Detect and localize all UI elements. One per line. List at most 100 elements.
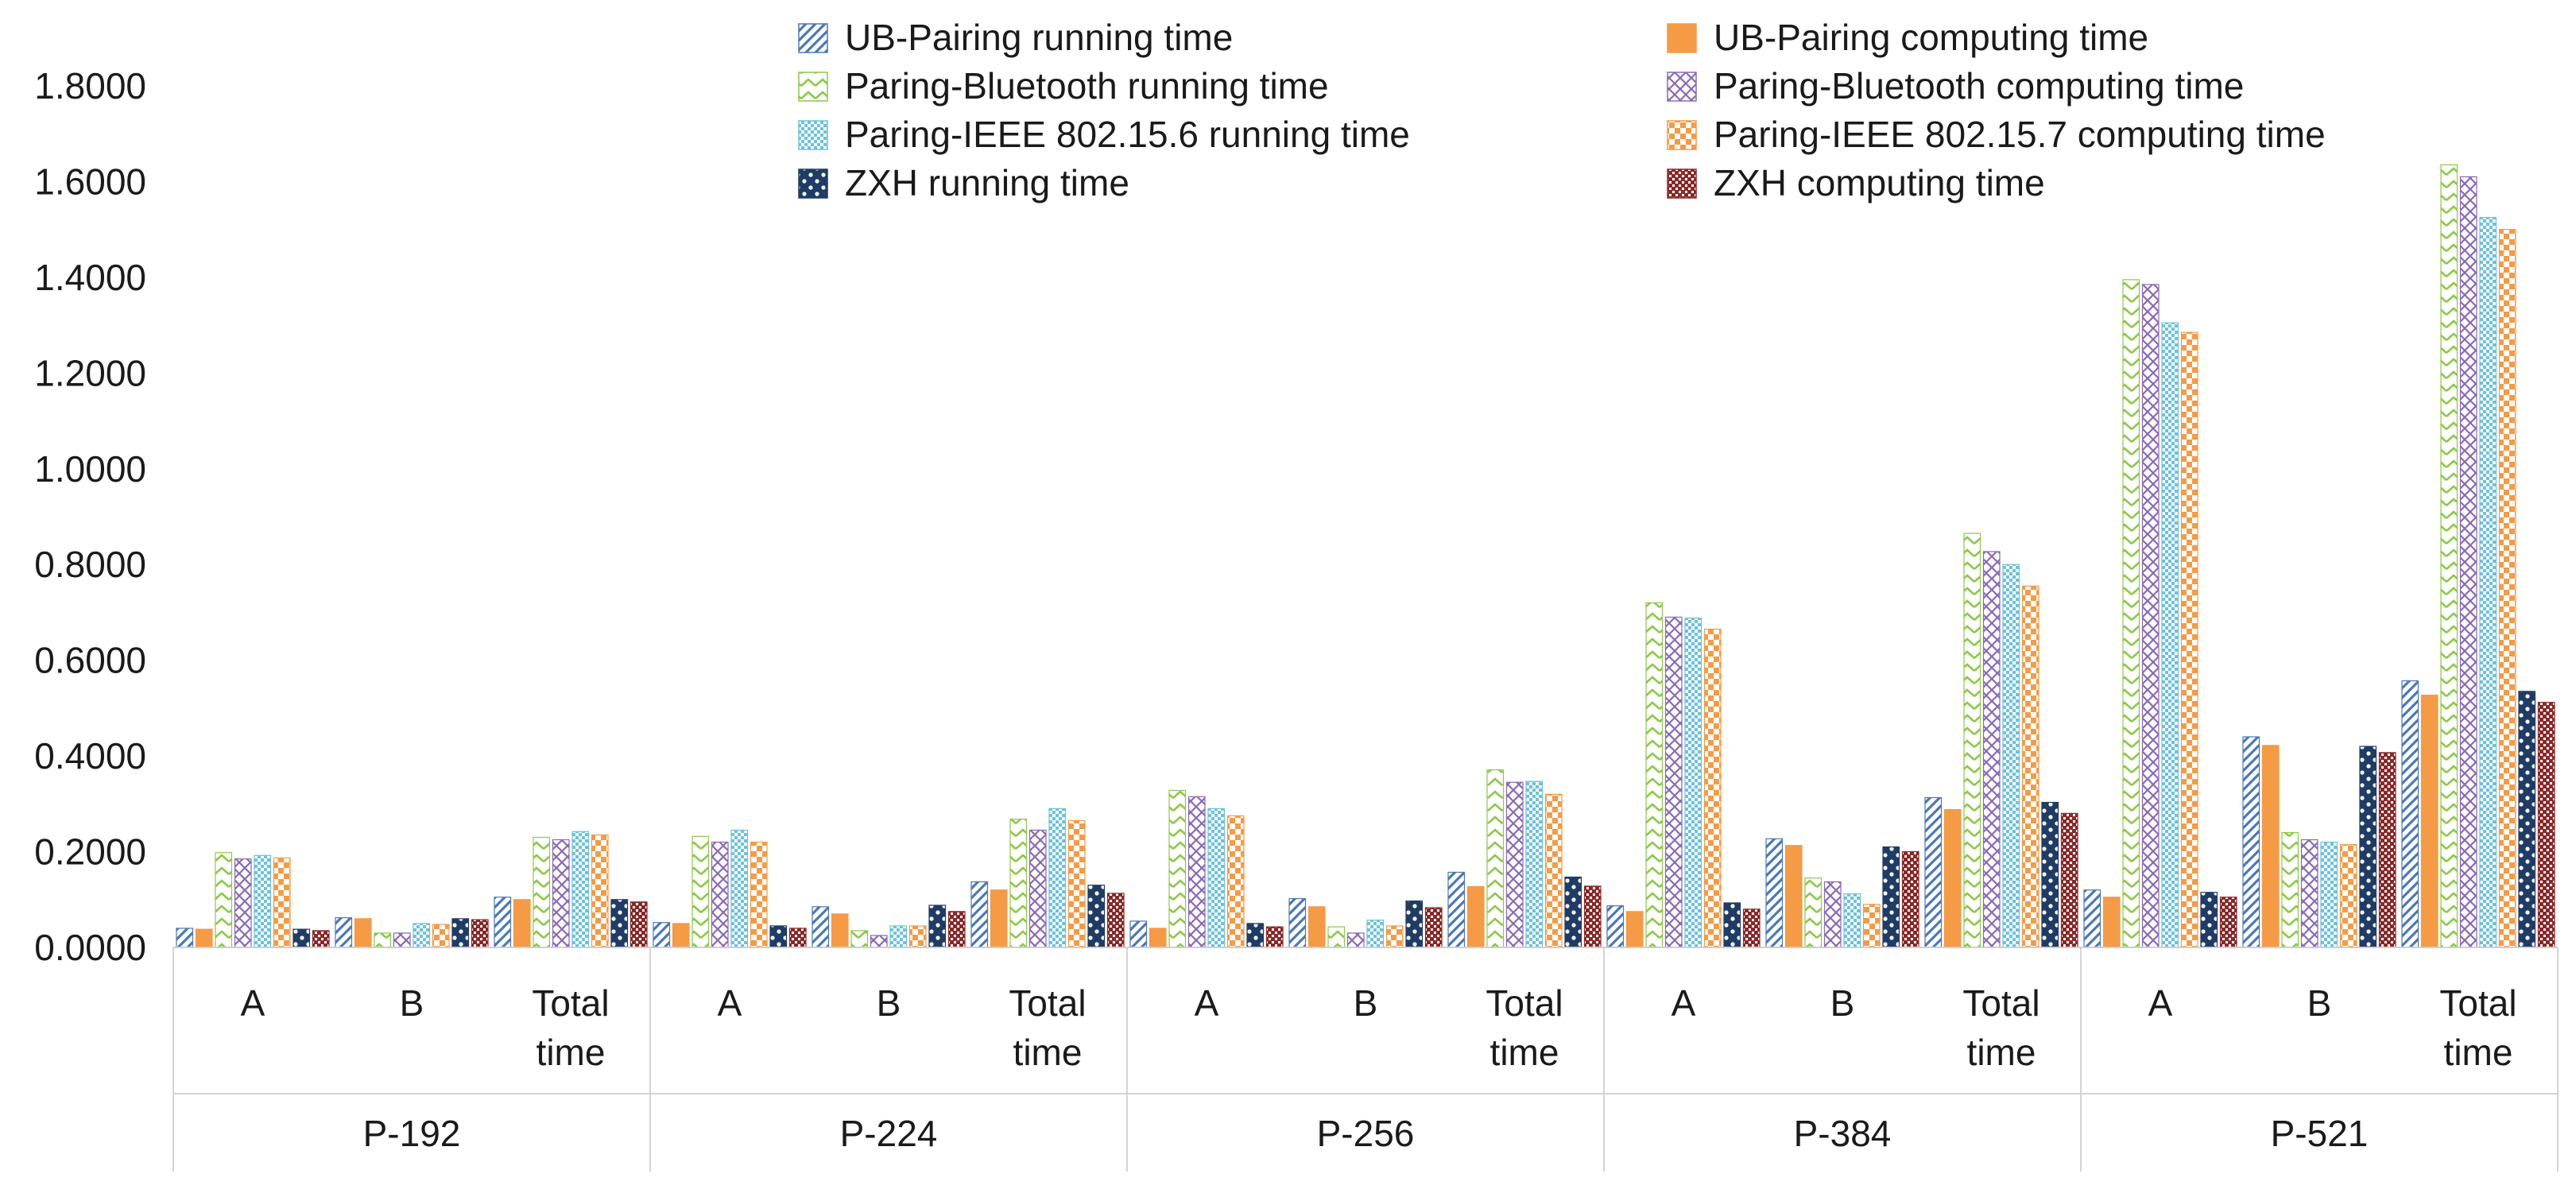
bar-ub-pairing-running-time-p-384-a [1606,905,1625,948]
bar-ub-pairing-computing-time-p-521-total-time [2420,695,2438,948]
x-subcategory-label: Total time [1486,982,1563,1073]
legend: UB-Pairing running time UB-Pairing comput… [798,17,2326,203]
bar-ub-pairing-running-time-p-521-b [2242,736,2260,948]
bar-ub-pairing-running-time-p-256-a [1129,920,1148,948]
y-tick-label: 1.8000 [34,65,146,107]
x-group-label: P-256 [1317,1113,1415,1154]
bar-zxh-running-time-p-192-a [292,928,311,948]
bar-paring-ieee-802-15-7-computing-time-p-192-a [273,857,291,948]
bar-zxh-running-time-p-384-total-time [2041,801,2059,948]
bar-zxh-running-time-p-384-a [1723,902,1741,948]
bar-paring-ieee-802-15-7-computing-time-p-521-b [2339,843,2357,948]
y-axis: 0.0000 0.2000 0.4000 0.6000 0.8000 1.0000 1.20… [34,65,146,968]
legend-swatch [1667,23,1697,53]
legend-item-zxh-running-time: ZXH running time [798,162,1129,203]
bar-zxh-running-time-p-384-b [1882,846,1900,948]
bar-ub-pairing-computing-time-p-256-a [1149,928,1167,948]
bar-zxh-computing-time-p-384-b [1901,850,1919,948]
y-tick-label: 1.2000 [34,352,146,393]
bar-paring-bluetooth-computing-time-p-384-total-time [1982,551,2001,948]
legend-swatch [1667,120,1697,150]
bar-paring-bluetooth-running-time-p-384-a [1645,602,1664,948]
bar-zxh-computing-time-p-521-b [2378,752,2396,948]
bar-paring-ieee-802-15-6-running-time-p-224-b [889,925,908,948]
bar-ub-pairing-running-time-p-256-total-time [1447,871,1466,948]
bar-zxh-computing-time-p-224-total-time [1106,893,1125,948]
bar-paring-bluetooth-running-time-p-521-total-time [2440,164,2458,948]
bar-ub-pairing-computing-time-p-192-total-time [513,899,531,948]
bar-zxh-computing-time-p-256-b [1424,907,1443,948]
bar-zxh-computing-time-p-521-total-time [2537,702,2555,948]
bar-paring-ieee-802-15-6-running-time-p-521-b [2320,841,2338,948]
bar-ub-pairing-running-time-p-224-a [653,922,671,948]
bar-paring-bluetooth-computing-time-p-521-a [2141,284,2160,948]
bar-ub-pairing-computing-time-p-256-total-time [1466,885,1485,948]
legend-swatch [798,72,828,102]
bar-zxh-computing-time-p-224-a [788,928,807,948]
legend-swatch [1667,169,1697,199]
bar-zxh-running-time-p-521-b [2359,746,2377,948]
bar-ub-pairing-computing-time-p-521-a [2102,897,2121,948]
legend-item-ub-pairing-computing-time: UB-Pairing computing time [1667,17,2148,58]
bar-paring-bluetooth-computing-time-p-224-a [711,841,729,948]
bar-paring-bluetooth-running-time-p-224-a [691,835,710,948]
bar-paring-ieee-802-15-6-running-time-p-224-a [730,829,749,948]
bar-paring-bluetooth-computing-time-p-521-total-time [2459,176,2477,948]
bar-paring-ieee-802-15-7-computing-time-p-192-b [432,924,450,948]
y-tick-label: 0.2000 [34,831,146,873]
bar-paring-ieee-802-15-7-computing-time-p-384-a [1703,628,1722,948]
bar-paring-ieee-802-15-6-running-time-p-224-total-time [1048,808,1067,948]
bar-paring-ieee-802-15-6-running-time-p-384-a [1684,618,1702,948]
bar-paring-ieee-802-15-7-computing-time-p-521-a [2180,331,2198,948]
bar-paring-ieee-802-15-6-running-time-p-192-total-time [571,831,590,948]
bar-paring-bluetooth-running-time-p-384-b [1804,877,1823,948]
bar-paring-bluetooth-computing-time-p-521-b [2300,839,2318,948]
bar-paring-ieee-802-15-6-running-time-p-256-b [1366,920,1385,948]
bar-paring-bluetooth-computing-time-p-192-total-time [552,839,570,948]
bar-paring-bluetooth-computing-time-p-192-b [393,932,411,948]
bar-ub-pairing-running-time-p-192-a [176,928,194,948]
legend-label: ZXH computing time [1714,162,2045,203]
y-tick-label: 0.6000 [34,640,146,681]
bar-paring-bluetooth-computing-time-p-256-total-time [1505,781,1524,948]
x-subcategory-label: B [877,982,901,1024]
y-tick-label: 1.0000 [34,448,146,490]
bar-paring-ieee-802-15-7-computing-time-p-384-total-time [2021,585,2039,948]
bar-zxh-running-time-p-256-a [1246,923,1265,948]
bar-paring-bluetooth-running-time-p-224-b [850,930,869,948]
bar-paring-ieee-802-15-6-running-time-p-192-a [254,854,272,948]
legend-swatch [798,169,828,199]
bar-paring-ieee-802-15-7-computing-time-p-384-b [1862,904,1881,948]
legend-label: ZXH running time [845,162,1129,203]
y-tick-label: 0.0000 [34,927,146,968]
x-group-label: P-192 [363,1113,461,1154]
legend-item-paring-bluetooth-running-time: Paring-Bluetooth running time [798,65,1329,107]
bar-ub-pairing-running-time-p-384-b [1765,838,1784,948]
bar-zxh-computing-time-p-384-a [1742,908,1761,948]
bar-zxh-running-time-p-224-b [928,905,947,948]
bar-ub-pairing-computing-time-p-224-b [831,913,849,948]
bar-zxh-running-time-p-192-b [451,918,470,948]
bar-ub-pairing-computing-time-p-224-total-time [990,889,1008,948]
x-subcategory-label: B [400,982,424,1024]
legend-item-paring-ieee-802-15-7-computing-time: Paring-IEEE 802.15.7 computing time [1667,114,2326,155]
bar-paring-ieee-802-15-7-computing-time-p-224-b [908,925,927,948]
bar-paring-ieee-802-15-7-computing-time-p-224-total-time [1067,819,1086,948]
legend-swatch [798,23,828,53]
x-subcategory-label: A [1195,982,1219,1024]
legend-item-paring-bluetooth-computing-time: Paring-Bluetooth computing time [1667,65,2244,107]
bar-ub-pairing-running-time-p-521-total-time [2401,680,2419,948]
bar-paring-ieee-802-15-7-computing-time-p-256-total-time [1544,793,1563,948]
legend-label: UB-Pairing computing time [1714,17,2148,58]
bar-paring-bluetooth-running-time-p-224-total-time [1009,819,1028,948]
legend-label: UB-Pairing running time [845,17,1233,58]
bar-zxh-computing-time-p-256-total-time [1583,885,1602,948]
bar-ub-pairing-running-time-p-521-a [2083,889,2101,948]
bar-zxh-computing-time-p-192-total-time [629,901,648,948]
bar-paring-ieee-802-15-6-running-time-p-521-total-time [2479,217,2497,948]
bar-paring-bluetooth-running-time-p-384-total-time [1963,533,1981,948]
bar-zxh-computing-time-p-224-b [947,911,966,948]
bar-ub-pairing-running-time-p-224-total-time [970,881,989,948]
bar-paring-ieee-802-15-7-computing-time-p-192-total-time [591,834,609,948]
